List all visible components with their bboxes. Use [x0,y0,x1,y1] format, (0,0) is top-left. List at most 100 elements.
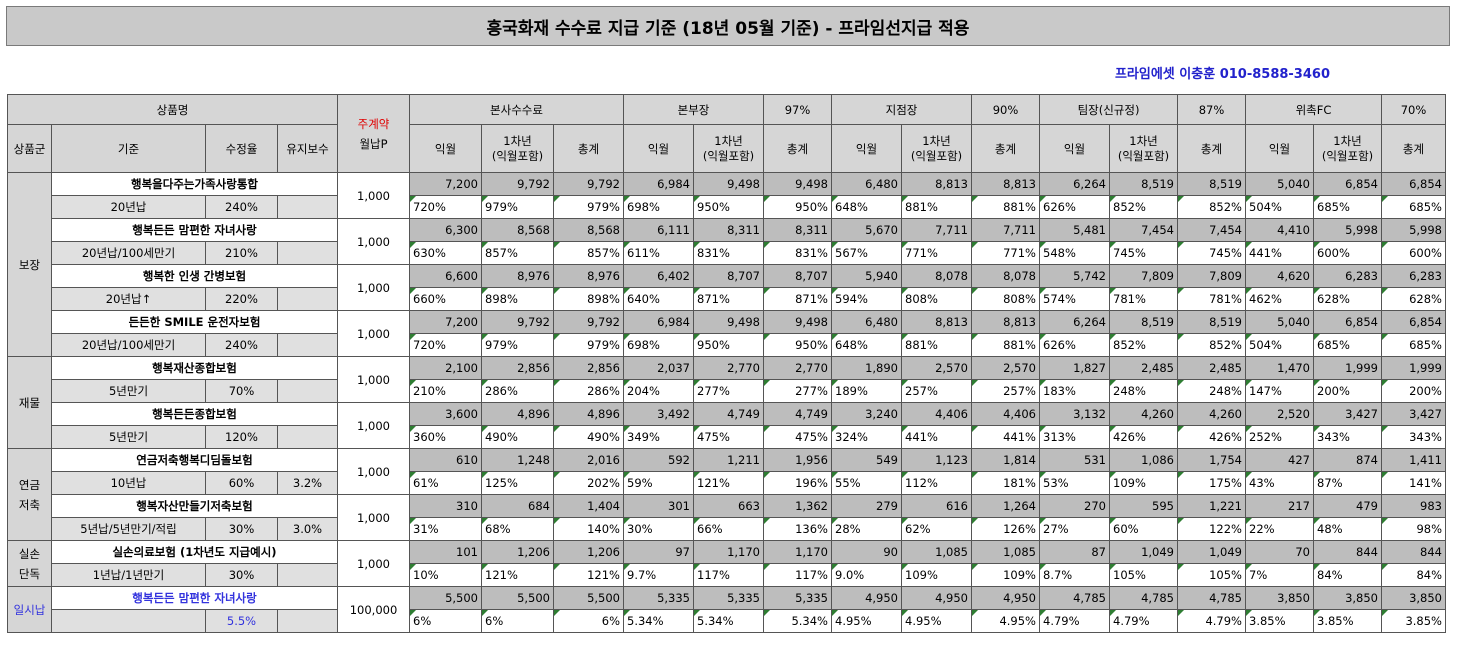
amount-cell: 2,520 [1245,402,1314,426]
header-first-year: 1차년 (익월포함) [1109,124,1178,173]
amount-cell: 8,568 [481,218,554,242]
amount-cell: 1,086 [1109,448,1178,472]
header-team: 팀장(신규정) [1039,94,1178,125]
monthly-premium: 1,000 [337,402,410,449]
percent-cell: 257% [901,379,972,403]
header-jijum: 지점장 [831,94,972,125]
percent-cell: 852% [1177,333,1246,357]
amount-cell: 4,620 [1245,264,1314,288]
amount-cell: 1,404 [553,494,624,518]
group-label-line: 단독 [18,566,41,581]
amount-cell: 5,998 [1313,218,1382,242]
header-first-year-note: (익월포함) [1321,148,1374,163]
monthly-premium: 1,000 [337,172,410,219]
percent-cell: 277% [763,379,832,403]
group-label: 보장 [7,172,52,357]
percent-cell: 3.85% [1245,609,1314,633]
product-rate: 60% [205,471,278,495]
amount-cell: 2,770 [693,356,764,380]
amount-cell: 9,792 [553,310,624,334]
percent-cell: 979% [553,195,624,219]
amount-cell: 5,670 [831,218,902,242]
amount-cell: 1,264 [971,494,1040,518]
header-bonbu: 본부장 [623,94,764,125]
percent-cell: 685% [1313,195,1382,219]
percent-cell: 252% [1245,425,1314,449]
product-maint [277,379,338,403]
product-basis: 5년납/5년만기/적립 [51,517,206,541]
percent-cell: 60% [1109,517,1178,541]
percent-cell: 3.85% [1313,609,1382,633]
table-row: 든든한 SMILE 운전자보험 1,000 7,200 9,792 9,792 6,984… [8,310,1446,357]
product-rate: 30% [205,517,278,541]
amount-cell: 1,170 [693,540,764,564]
percent-cell: 343% [1381,425,1446,449]
percent-cell: 87% [1313,471,1382,495]
amount-cell: 2,856 [481,356,554,380]
percent-cell: 28% [831,517,902,541]
amount-cell: 610 [409,448,482,472]
amount-cell: 1,754 [1177,448,1246,472]
percent-cell: 441% [1245,241,1314,265]
group-label-line: 연금 [18,477,41,492]
header-maint: 유지보수 [277,124,338,173]
amount-cell: 279 [831,494,902,518]
amount-cell: 1,956 [763,448,832,472]
percent-cell: 594% [831,287,902,311]
percent-cell: 62% [901,517,972,541]
amount-cell: 844 [1381,540,1446,564]
percent-cell: 720% [409,333,482,357]
percent-cell: 504% [1245,195,1314,219]
percent-cell: 121% [481,563,554,587]
amount-cell: 4,950 [831,586,902,610]
percent-cell: 857% [553,241,624,265]
percent-cell: 59% [623,471,694,495]
amount-cell: 1,814 [971,448,1040,472]
percent-cell: 349% [623,425,694,449]
percent-cell: 611% [623,241,694,265]
percent-cell: 781% [1109,287,1178,311]
monthly-premium: 1,000 [337,448,410,495]
amount-cell: 6,264 [1039,172,1110,196]
percent-cell: 475% [693,425,764,449]
percent-cell: 567% [831,241,902,265]
percent-cell: 313% [1039,425,1110,449]
amount-cell: 6,854 [1313,310,1382,334]
percent-cell: 122% [1177,517,1246,541]
table-row: 행복든든 맘편한 자녀사랑 1,000 6,300 8,568 8,568 6,111 8,… [8,218,1446,265]
product-name: 행복든든 맘편한 자녀사랑 [51,218,338,242]
product-name: 실손의료보험 (1차년도 지급예시) [51,540,338,564]
amount-cell: 592 [623,448,694,472]
table-row: 5.5% 6% 6% 6% 5.34% 5.34% 5.34% 4.95% 4.95% 4.95%… [8,609,1446,633]
percent-cell: 685% [1313,333,1382,357]
amount-cell: 8,976 [553,264,624,288]
header-first-year: 1차년 (익월포함) [1313,124,1382,173]
percent-cell: 808% [901,287,972,311]
percent-cell: 4.95% [971,609,1040,633]
amount-cell: 1,206 [481,540,554,564]
table-row: 일시납 행복든든 맘편한 자녀사랑 100,000 5,500 5,500 5,500 5,… [7,586,1446,633]
product-rate: 30% [205,563,278,587]
amount-cell: 5,940 [831,264,902,288]
header-next-month: 익월 [1039,124,1110,173]
amount-cell: 4,950 [901,586,972,610]
percent-cell: 745% [1177,241,1246,265]
header-total: 총계 [763,124,832,173]
amount-cell: 2,016 [553,448,624,472]
amount-cell: 97 [623,540,694,564]
percent-cell: 548% [1039,241,1110,265]
amount-cell: 4,260 [1109,402,1178,426]
amount-cell: 7,809 [1109,264,1178,288]
percent-cell: 105% [1109,563,1178,587]
table-row: 20년납 240% 720% 979% 979% 698% 950% 950% 648% 881%… [8,195,1446,219]
amount-cell: 8,568 [553,218,624,242]
amount-cell: 4,260 [1177,402,1246,426]
amount-cell: 270 [1039,494,1110,518]
header-first-year-label: 1차년 [714,133,743,148]
amount-cell: 4,785 [1039,586,1110,610]
percent-cell: 210% [409,379,482,403]
percent-cell: 462% [1245,287,1314,311]
percent-cell: 3.85% [1381,609,1446,633]
percent-cell: 898% [481,287,554,311]
percent-cell: 286% [553,379,624,403]
